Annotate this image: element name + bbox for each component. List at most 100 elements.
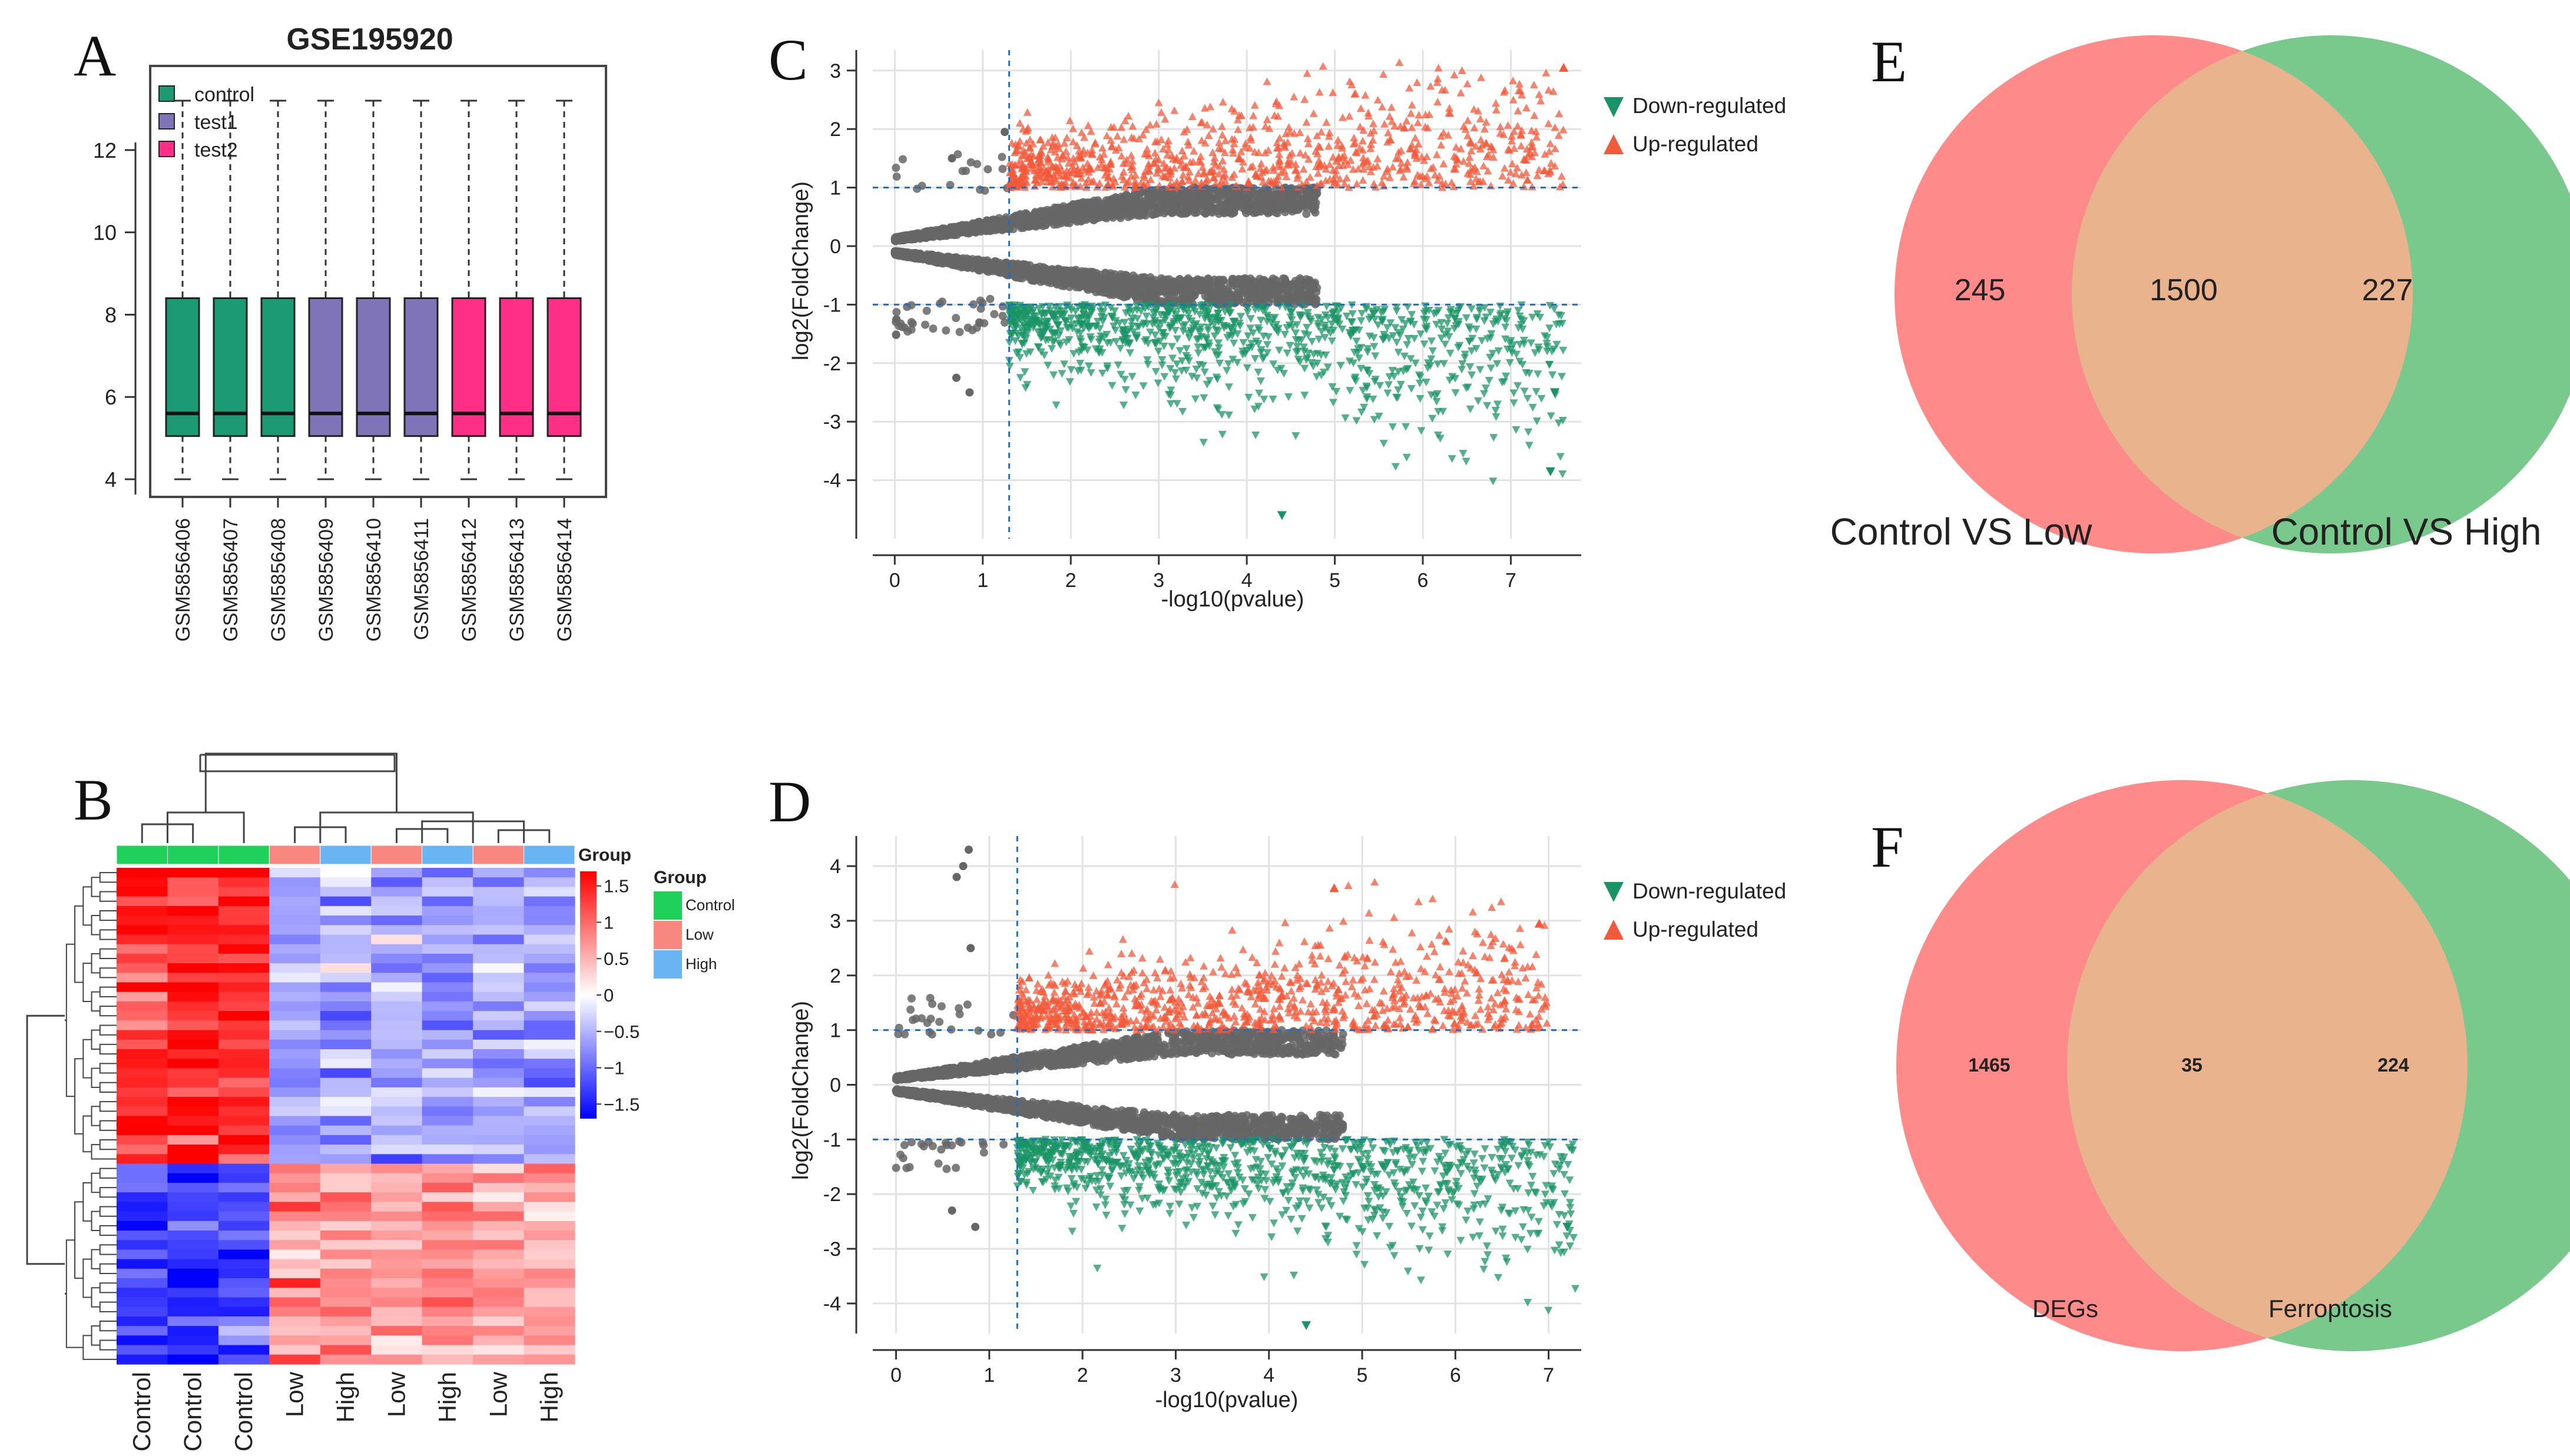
point-ns (1183, 208, 1192, 217)
point-down (1472, 316, 1481, 324)
heatmap-cell (524, 1154, 575, 1165)
point-up (1128, 122, 1137, 130)
boxplot-legend: control test1 test2 (158, 84, 254, 161)
point-up (1407, 101, 1416, 109)
heatmap-cell (218, 982, 270, 993)
heatmap-cell (167, 1316, 219, 1326)
heatmap-cell (473, 1001, 525, 1011)
heatmap-cell (117, 1049, 168, 1059)
point-down (1021, 384, 1030, 392)
heatmap-cell (473, 1011, 525, 1021)
heatmap-cell (320, 1182, 372, 1193)
heatmap-cell (320, 1097, 372, 1107)
heatmap-cell (269, 1030, 321, 1040)
column-label: Low (382, 1371, 410, 1417)
point-down (1559, 346, 1568, 354)
point-ns (1062, 218, 1071, 227)
point-up (1388, 162, 1397, 171)
point-up (1463, 116, 1472, 124)
heatmap-cell (473, 1259, 525, 1269)
heatmap-cell (524, 963, 575, 973)
point-up (1530, 111, 1539, 120)
heatmap-cell (269, 1145, 321, 1155)
heatmap-cell (524, 1240, 575, 1251)
group-legend-title: Group (654, 868, 707, 887)
point-ns (907, 318, 916, 327)
point-ns (908, 234, 917, 243)
heatmap-cell (524, 1125, 575, 1136)
point-down (1139, 382, 1148, 390)
heatmap-cell (371, 1163, 423, 1174)
point-ns (958, 167, 967, 175)
point-down (1312, 373, 1321, 381)
point-ns (1125, 288, 1134, 297)
point-down (1244, 393, 1253, 402)
point-ns (900, 323, 909, 332)
point-up (1476, 73, 1485, 81)
heatmap-cell (117, 1278, 168, 1288)
heatmap-cell (218, 1182, 270, 1193)
annotation-cell-control (218, 845, 270, 865)
heatmap-cell (167, 1059, 219, 1069)
heatmap-cell (422, 868, 473, 878)
point-up (1117, 123, 1126, 131)
heatmap-cell (117, 934, 168, 945)
heatmap-cell (422, 982, 473, 993)
point-up (1263, 77, 1271, 85)
point-down (1478, 337, 1486, 345)
heatmap-cell (167, 1135, 219, 1145)
heatmap-cell (473, 1020, 525, 1031)
heatmap-cell (473, 1182, 525, 1193)
point-up (1284, 123, 1293, 131)
point-down (1280, 331, 1289, 339)
heatmap-cell (320, 934, 372, 945)
point-down (1436, 435, 1445, 443)
point-down (1154, 379, 1163, 387)
point-ns (1167, 200, 1175, 209)
point-up (1346, 156, 1355, 164)
heatmap-cell (524, 1001, 575, 1011)
row-dendrogram-link (91, 953, 100, 974)
point-up (1395, 58, 1404, 67)
point-up (1529, 81, 1538, 89)
heatmap-cell (422, 1231, 473, 1241)
point-down (1058, 370, 1067, 378)
row-dendrogram-link (99, 891, 117, 902)
heatmap-cell (524, 1011, 575, 1021)
heatmap-cell (218, 1354, 270, 1365)
point-ns (966, 158, 975, 167)
heatmap-cell (371, 1059, 423, 1069)
row-dendrogram-link (91, 1287, 100, 1308)
heatmap-cell (371, 1125, 423, 1136)
point-up (1324, 142, 1333, 150)
row-dendrogram-link (99, 1206, 117, 1217)
heatmap-cell (320, 1125, 372, 1136)
heatmap-cell (269, 877, 321, 888)
point-down (1224, 360, 1233, 368)
heatmap-cell (320, 1116, 372, 1126)
heatmap-dendrograms (26, 752, 551, 1360)
point-up (1120, 167, 1128, 175)
heatmap-cell (117, 1182, 168, 1193)
heatmap-cell (117, 887, 168, 897)
row-dendrogram-link (99, 1263, 117, 1274)
point-down (1376, 382, 1385, 390)
point-down (1523, 394, 1532, 403)
heatmap-cell (167, 1106, 219, 1117)
point-down (1525, 442, 1534, 450)
heatmap-cell (167, 1068, 219, 1079)
heatmap-cell (473, 953, 525, 964)
point-ns (1228, 281, 1237, 290)
point-up (1290, 92, 1299, 101)
heatmap-cell (422, 1059, 473, 1069)
heatmap-cell (167, 1049, 219, 1059)
heatmap-cell (422, 1288, 473, 1298)
dendrogram-link (166, 811, 245, 843)
heatmap-cell (422, 1335, 473, 1346)
heatmap-cell (524, 991, 575, 1002)
colorbar-tick-label: −1 (604, 1058, 624, 1079)
heatmap-cell (218, 1173, 270, 1183)
heatmap-cell (524, 1278, 575, 1288)
column-label: Control (128, 1372, 155, 1451)
